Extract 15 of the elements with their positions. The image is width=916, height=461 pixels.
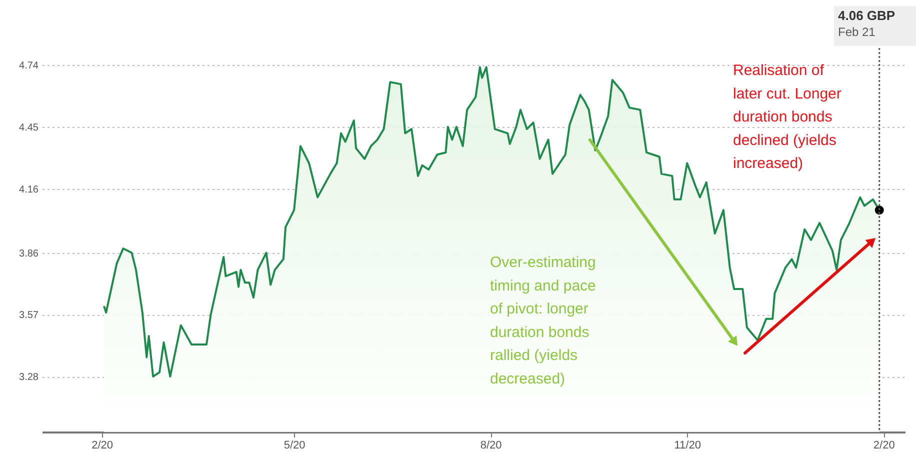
y-tick-label: 3.86 — [19, 248, 39, 260]
y-tick-label: 4.74 — [19, 60, 39, 72]
x-tick-label: 5/20 — [284, 440, 306, 452]
x-tick-label: 11/20 — [674, 440, 701, 452]
text: 4.06 GBP — [838, 8, 896, 23]
text: Feb 21 — [838, 25, 876, 39]
x-tick-label: 8/20 — [480, 440, 502, 452]
x-tick-label: 2/20 — [873, 440, 895, 452]
annotation: Over-estimating timing and pace of pivot: longer duration bonds rallied (yields decreased) — [490, 254, 596, 388]
x-tick-label: 2/20 — [92, 440, 114, 452]
y-tick-label: 4.45 — [19, 122, 39, 134]
y-tick-label: 4.16 — [19, 184, 39, 196]
annotation: Realisation of later cut. Longer duration bonds declined (yields increased) — [733, 62, 842, 172]
y-tick-label: 3.57 — [19, 310, 39, 322]
y-tick-label: 3.28 — [19, 372, 39, 384]
